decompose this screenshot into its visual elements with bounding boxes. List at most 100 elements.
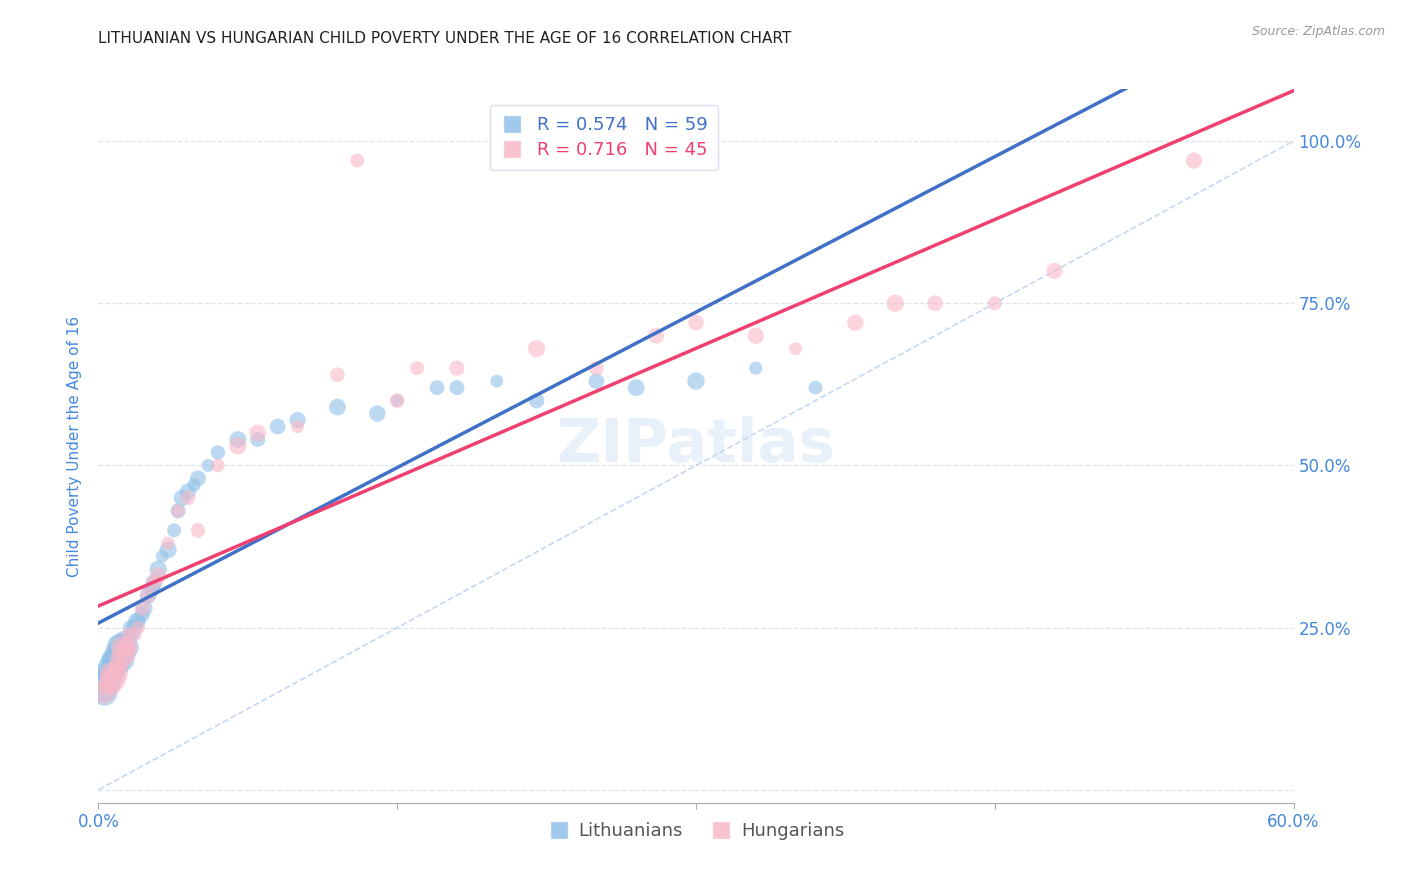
Point — [177, 484, 200, 499]
Point — [187, 471, 209, 485]
Point — [267, 419, 290, 434]
Point — [148, 568, 170, 582]
Point — [103, 653, 125, 667]
Point — [645, 328, 668, 343]
Point — [884, 296, 907, 310]
Point — [121, 627, 143, 641]
Point — [136, 588, 159, 602]
Point — [101, 679, 124, 693]
Point — [120, 621, 142, 635]
Point — [685, 316, 707, 330]
Point — [107, 653, 129, 667]
Point — [177, 491, 200, 505]
Point — [127, 621, 149, 635]
Text: ZIPatlas: ZIPatlas — [557, 417, 835, 475]
Point — [446, 381, 468, 395]
Point — [226, 433, 249, 447]
Point — [226, 439, 249, 453]
Point — [101, 653, 124, 667]
Point — [115, 640, 138, 654]
Point — [207, 445, 229, 459]
Point — [167, 504, 190, 518]
Point — [136, 588, 159, 602]
Point — [326, 368, 349, 382]
Point — [117, 627, 139, 641]
Point — [924, 296, 946, 310]
Point — [406, 361, 429, 376]
Point — [111, 653, 134, 667]
Point — [385, 393, 409, 408]
Point — [115, 640, 138, 654]
Point — [984, 296, 1007, 310]
Point — [131, 601, 153, 615]
Point — [287, 419, 309, 434]
Point — [150, 549, 173, 564]
Point — [112, 647, 135, 661]
Point — [101, 666, 124, 681]
Point — [117, 640, 139, 654]
Point — [143, 575, 166, 590]
Point — [745, 361, 768, 376]
Point — [626, 381, 648, 395]
Point — [366, 407, 388, 421]
Point — [111, 640, 134, 654]
Point — [526, 393, 548, 408]
Point — [120, 640, 142, 654]
Point — [127, 614, 149, 628]
Point — [148, 562, 170, 576]
Point — [183, 478, 205, 492]
Point — [785, 342, 807, 356]
Point — [326, 400, 349, 414]
Point — [98, 659, 122, 673]
Legend: Lithuanians, Hungarians: Lithuanians, Hungarians — [541, 815, 851, 847]
Point — [98, 666, 122, 681]
Point — [134, 601, 156, 615]
Point — [685, 374, 707, 388]
Point — [1043, 264, 1066, 278]
Point — [844, 316, 866, 330]
Point — [346, 153, 368, 168]
Point — [585, 374, 607, 388]
Point — [526, 342, 548, 356]
Point — [187, 524, 209, 538]
Point — [91, 679, 114, 693]
Point — [93, 685, 115, 699]
Point — [110, 647, 132, 661]
Point — [804, 381, 827, 395]
Point — [246, 425, 269, 440]
Point — [485, 374, 508, 388]
Point — [98, 666, 122, 681]
Point — [207, 458, 229, 473]
Point — [197, 458, 219, 473]
Point — [107, 659, 129, 673]
Point — [124, 627, 146, 641]
Point — [157, 542, 180, 557]
Point — [426, 381, 449, 395]
Point — [97, 673, 120, 687]
Point — [131, 607, 153, 622]
Point — [125, 614, 148, 628]
Text: LITHUANIAN VS HUNGARIAN CHILD POVERTY UNDER THE AGE OF 16 CORRELATION CHART: LITHUANIAN VS HUNGARIAN CHILD POVERTY UN… — [98, 31, 792, 46]
Point — [287, 413, 309, 427]
Point — [105, 666, 128, 681]
Point — [385, 393, 409, 408]
Point — [97, 666, 120, 681]
Point — [446, 361, 468, 376]
Point — [110, 653, 132, 667]
Point — [103, 673, 125, 687]
Point — [745, 328, 768, 343]
Point — [246, 433, 269, 447]
Point — [103, 659, 125, 673]
Y-axis label: Child Poverty Under the Age of 16: Child Poverty Under the Age of 16 — [67, 316, 83, 576]
Point — [96, 673, 118, 687]
Point — [1182, 153, 1205, 168]
Point — [143, 575, 166, 590]
Point — [93, 685, 115, 699]
Point — [105, 653, 128, 667]
Point — [585, 361, 607, 376]
Point — [105, 647, 128, 661]
Point — [157, 536, 180, 550]
Point — [141, 582, 163, 596]
Point — [112, 633, 135, 648]
Point — [124, 621, 146, 635]
